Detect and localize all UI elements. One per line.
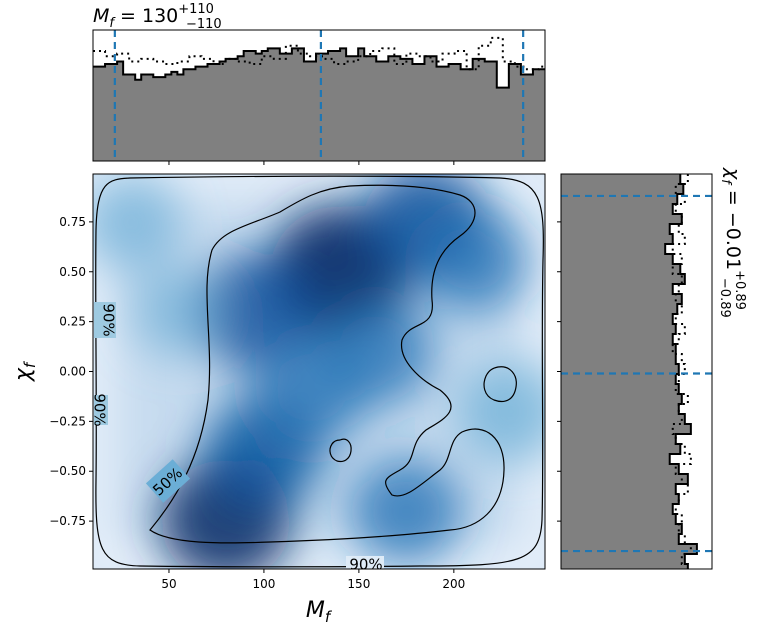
top-histogram-frame [92,29,546,162]
contour-label-bg [94,395,108,425]
top-histogram-panel: Mf = 130+110 −110 [92,2,546,165]
contour-label-bg [94,302,116,338]
y-tick-label: 0.25 [59,315,86,329]
kde-peak-10 [93,174,182,270]
x-tick-label: 150 [347,577,370,591]
kde-2d-panel: 90% 90% 50% 90% 50 100 150 200 0.75 0.50 0.25… [11,173,546,626]
contour-labels: 90% 90% 50% 90% [91,302,384,574]
right-title: χf = −0.01+0.89−0.89 [717,167,747,318]
y-axis-ticks: 0.75 0.50 0.25 0.00 −0.25 −0.50 −0.75 [49,215,93,528]
x-tick-label: 50 [161,577,176,591]
top-title: Mf = 130+110 −110 [93,2,222,32]
top-histogram-ticks [168,161,455,165]
y-tick-label: 0.50 [59,265,86,279]
kde-density-blobs [93,174,545,569]
contour-90-outer [95,175,544,568]
right-histogram-solid-line [664,174,698,569]
contour-label-90-bottom: 90% [349,556,382,574]
kde-peak-1 [193,254,316,370]
contour-50-small-mid [329,438,352,463]
contour-50-small-right [483,366,517,403]
contour-label-90-left-lower: 90% [91,393,109,426]
x-tick-label: 200 [442,577,465,591]
contour-label-bg [145,459,191,503]
right-histogram-quantile-lines [561,194,712,553]
right-histogram-ticks [557,221,561,522]
kde-peak-7 [349,457,463,565]
kde-peak-11 [130,266,226,357]
x-axis-label: Mf [306,598,333,626]
top-histogram-solid-fill [93,48,545,161]
right-histogram-panel: χf = −0.01+0.89−0.89 [557,167,747,570]
x-tick-label: 100 [252,577,275,591]
right-histogram-solid-fill [561,174,697,569]
kde-peak-9 [254,338,368,445]
contour-label-bg [346,556,384,569]
kde-peak-5 [417,209,528,314]
y-tick-label: 0.75 [59,215,86,229]
y-tick-label: −0.75 [49,514,86,528]
y-tick-label: −0.50 [49,464,86,478]
top-histogram-solid-line [93,47,545,89]
top-histogram-quantile-lines [113,30,525,161]
x-axis-ticks: 50 100 150 200 [161,569,465,591]
contour-50-main [149,184,505,544]
y-tick-label: 0.00 [59,365,86,379]
kde-peak-6 [457,360,545,462]
y-axis-label: χf [11,360,39,382]
y-tick-label: −0.25 [49,414,86,428]
contour-label-90-left: 90% [100,303,118,336]
top-histogram-dotted-line [93,36,545,71]
